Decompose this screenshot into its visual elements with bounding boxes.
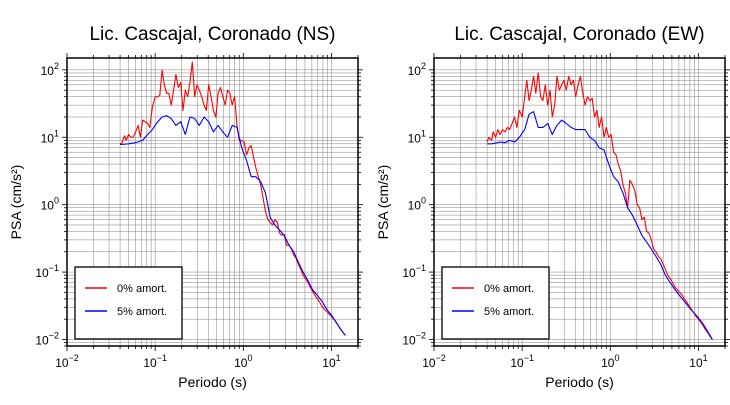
tick-marks <box>62 53 363 351</box>
y-tick-label: 100 <box>41 196 59 213</box>
y-tick-label: 101 <box>408 128 426 145</box>
x-tick-label: 101 <box>322 353 340 370</box>
y-tick-label: 10−2 <box>402 330 426 347</box>
x-tick-label: 10−2 <box>55 353 79 370</box>
plot-frame <box>433 57 726 347</box>
grid <box>67 58 358 346</box>
chart-panel-2: 10−2 10−1 100 101 10−2 10−1 100 101 102 Lic. Casc… <box>375 24 730 390</box>
legend-label: 5% amort. <box>117 306 167 318</box>
chart-title: Lic. Cascajal, Coronado (EW) <box>454 24 704 45</box>
legend-label: 5% amort. <box>484 306 534 318</box>
x-tick-label: 10−1 <box>143 353 167 370</box>
series-line-damped <box>120 115 346 336</box>
series-line-undamped <box>486 72 713 340</box>
series-line-undamped <box>119 61 346 336</box>
y-tick-label: 10−1 <box>35 263 59 280</box>
x-axis-label: Periodo (s) <box>545 374 613 390</box>
plot-frame <box>66 57 359 347</box>
y-axis-label: PSA (cm/s²) <box>375 165 391 240</box>
legend-label: 0% amort. <box>117 283 167 295</box>
y-tick-label: 100 <box>408 196 426 213</box>
y-tick-label: 10−2 <box>35 330 59 347</box>
legend-box <box>74 266 183 340</box>
x-tick-label: 100 <box>601 353 619 370</box>
tick-marks <box>429 53 730 351</box>
x-tick-label: 10−1 <box>510 353 534 370</box>
x-tick-label: 101 <box>689 353 707 370</box>
y-tick-label: 101 <box>41 128 59 145</box>
y-axis-label: PSA (cm/s²) <box>8 165 24 240</box>
y-tick-label: 102 <box>408 61 426 78</box>
legend-label: 0% amort. <box>484 283 534 295</box>
y-tick-label: 10−1 <box>402 263 426 280</box>
x-tick-label: 10−2 <box>422 353 446 370</box>
series-group <box>486 72 713 340</box>
chart-panel-1: 10−2 10−1 100 101 10−2 10−1 100 101 102 Lic. Casc… <box>8 24 363 390</box>
legend: 0% amort. 5% amort. <box>74 266 183 340</box>
y-tick-label: 102 <box>41 61 59 78</box>
series-line-damped <box>487 111 713 340</box>
legend-box <box>441 266 550 340</box>
legend: 0% amort. 5% amort. <box>441 266 550 340</box>
series-group <box>119 61 346 336</box>
chart-title: Lic. Cascajal, Coronado (NS) <box>89 24 335 45</box>
x-axis-label: Periodo (s) <box>178 374 246 390</box>
x-tick-label: 100 <box>234 353 252 370</box>
